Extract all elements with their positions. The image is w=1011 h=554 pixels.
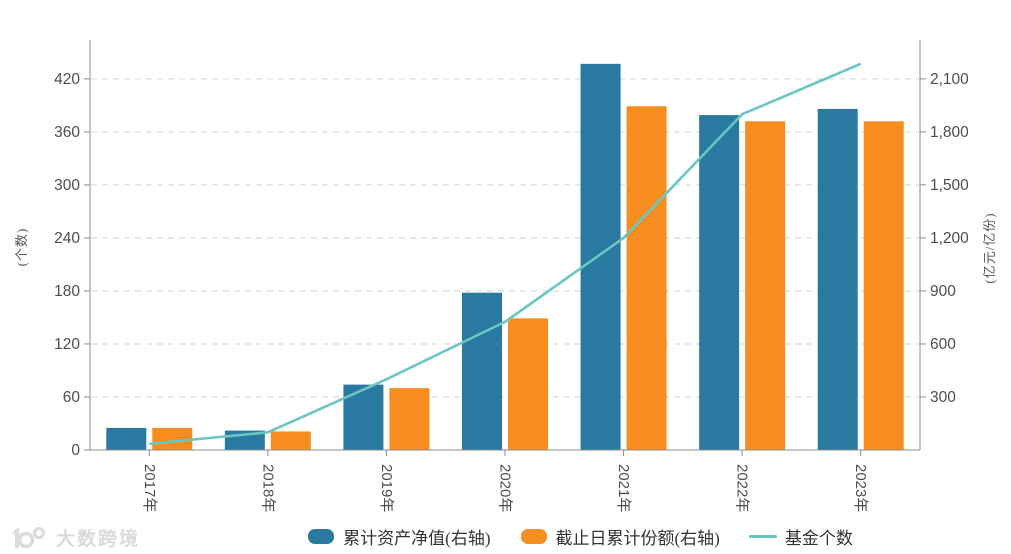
x-axis-label: 2017年 — [141, 464, 158, 512]
legend-item-net-assets[interactable]: 累计资产净值(右轴) — [308, 524, 491, 549]
right-tick-label: 300 — [930, 389, 956, 406]
x-axis-label: 2023年 — [852, 464, 869, 512]
bar-shares-2021年 — [626, 106, 667, 451]
right-tick-label: 1,800 — [930, 124, 969, 141]
bar-net-assets-2022年 — [699, 115, 740, 450]
legend-item-fund-count[interactable]: 基金个数 — [748, 524, 853, 549]
left-tick-label: 300 — [54, 177, 80, 194]
orange-bar-legend-icon — [520, 529, 547, 544]
blue-bar-legend-icon — [308, 529, 335, 544]
x-axis-label: 2019年 — [378, 464, 395, 512]
right-tick-label: 1,200 — [930, 230, 969, 247]
bar-shares-2023年 — [863, 121, 904, 451]
legend-label: 截止日累计份额(右轴) — [555, 529, 720, 548]
left-tick-label: 420 — [54, 71, 80, 88]
right-tick-label: 900 — [930, 283, 956, 300]
left-tick-label: 180 — [54, 283, 80, 300]
watermark-text: 大数跨境 — [56, 529, 141, 550]
right-tick-label: 1,500 — [930, 177, 969, 194]
watermark: 大数跨境 — [8, 524, 140, 551]
right-axis-title: (亿元/亿份) — [982, 212, 997, 284]
right-tick-label: 2,100 — [930, 71, 969, 88]
x-axis-label: 2018年 — [259, 464, 276, 512]
x-axis-label: 2021年 — [615, 464, 632, 512]
legend-item-cumulative-shares[interactable]: 截止日累计份额(右轴) — [520, 524, 720, 549]
bar-net-assets-2020年 — [462, 292, 502, 450]
bar-net-assets-2019年 — [343, 384, 384, 450]
bar-shares-2022年 — [745, 121, 786, 451]
left-axis-title: (个数) — [14, 227, 29, 267]
legend-label: 基金个数 — [784, 529, 853, 548]
bar-net-assets-2023年 — [817, 108, 858, 450]
left-tick-label: 0 — [71, 442, 80, 459]
bar-shares-2017年 — [152, 427, 193, 450]
fund-count-line — [149, 62, 862, 446]
legend: 累计资产净值(右轴) 截止日累计份额(右轴) 基金个数 — [160, 524, 1001, 549]
x-axis-label: 2022年 — [734, 464, 751, 512]
bar-shares-2020年 — [508, 318, 548, 450]
bar-net-assets-2021年 — [580, 63, 621, 450]
bar-shares-2019年 — [389, 388, 430, 450]
legend-label: 累计资产净值(右轴) — [343, 529, 491, 548]
left-tick-label: 60 — [63, 389, 81, 406]
right-tick-label: 600 — [930, 336, 956, 353]
bar-shares-2018年 — [270, 431, 311, 450]
bar-net-assets-2017年 — [106, 427, 147, 450]
left-tick-label: 360 — [54, 124, 80, 141]
left-tick-label: 240 — [54, 230, 80, 247]
dashu-logo-icon — [12, 526, 45, 548]
left-tick-label: 120 — [54, 336, 80, 353]
teal-line-legend-icon — [748, 535, 777, 538]
x-axis-label: 2020年 — [497, 464, 514, 512]
